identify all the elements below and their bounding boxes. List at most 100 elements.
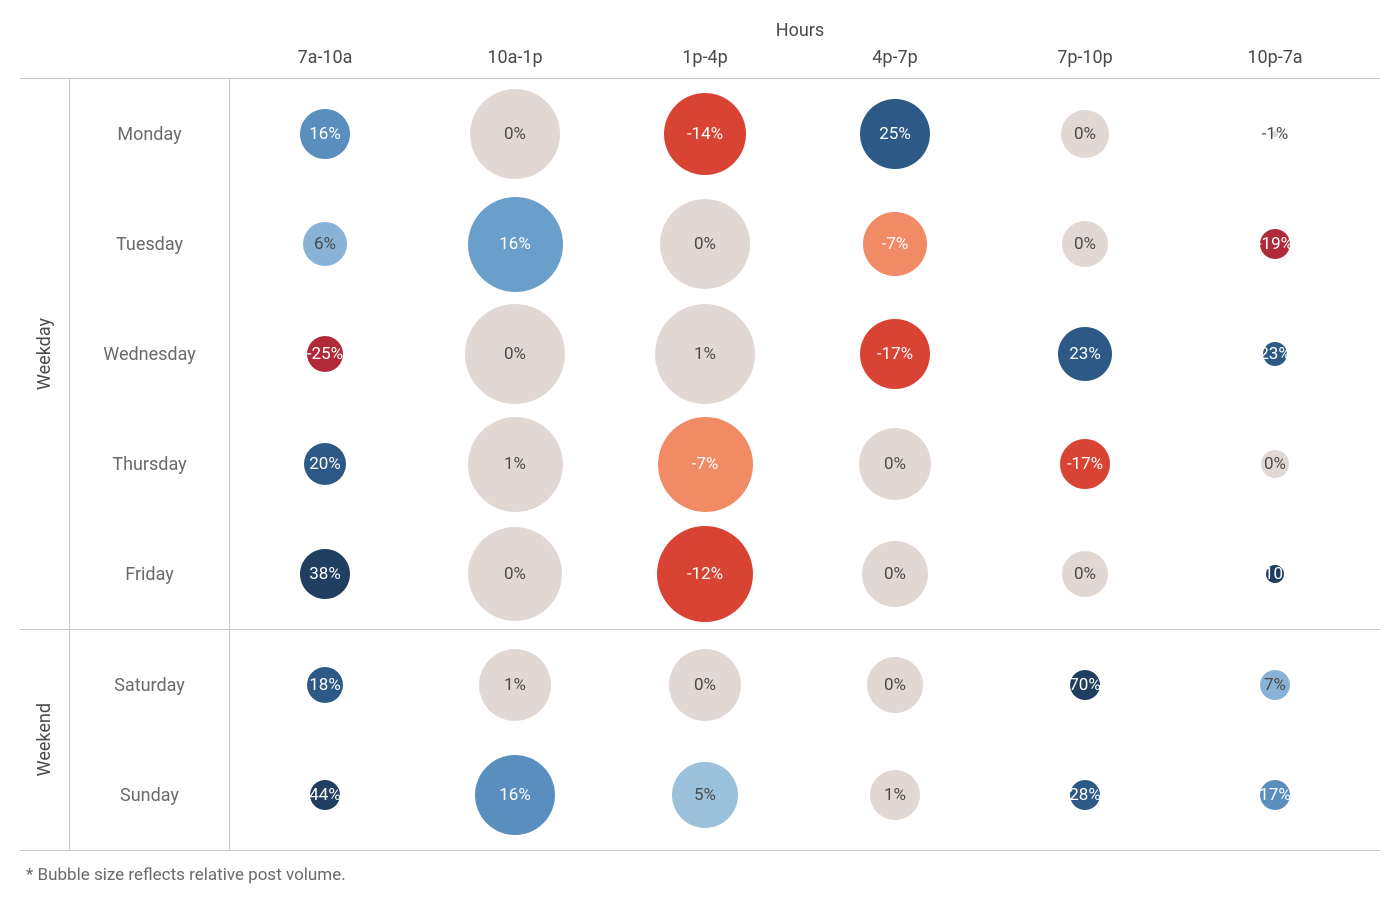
bubble-label: 0%: [504, 564, 526, 584]
bubble-label: 6%: [314, 234, 336, 254]
cell: 20%: [230, 409, 420, 519]
row-label: Thursday: [70, 409, 230, 519]
group-label: Weekday: [20, 79, 70, 629]
cell: 0%: [990, 79, 1180, 189]
cell: 1%: [420, 630, 610, 740]
cell: -17%: [800, 299, 990, 409]
cell: 0%: [800, 409, 990, 519]
col-header: 10a-1p: [420, 47, 610, 78]
bubble-label: 17%: [1259, 785, 1291, 805]
row-label: Saturday: [70, 630, 230, 740]
cell: -19%: [1180, 189, 1370, 299]
bubble-label: 16%: [499, 785, 531, 805]
cell: 16%: [420, 189, 610, 299]
cell: 0%: [800, 630, 990, 740]
cell: 0%: [800, 519, 990, 629]
cell: 1%: [610, 299, 800, 409]
bubble-label: 0%: [504, 124, 526, 144]
bubble-label: 7%: [1264, 675, 1286, 695]
bubble-label: 16%: [499, 234, 531, 254]
group-label-text: Weekend: [34, 703, 55, 776]
bubble-label: 0%: [884, 454, 906, 474]
cell: 16%: [420, 740, 610, 850]
bubble-label: -7%: [882, 234, 909, 254]
row-label: Wednesday: [70, 299, 230, 409]
cell: 210%: [1180, 519, 1370, 629]
bubble-matrix-chart: Hours 7a-10a 10a-1p 1p-4p 4p-7p 7p-10p 1…: [20, 20, 1380, 885]
bubble-label: -1%: [1262, 124, 1289, 144]
bubble-label: 20%: [309, 454, 341, 474]
cell: 1%: [420, 409, 610, 519]
cell: -17%: [990, 409, 1180, 519]
col-header: 1p-4p: [610, 47, 800, 78]
cell: -1%: [1180, 79, 1370, 189]
bubble-label: -7%: [692, 454, 719, 474]
row-label: Friday: [70, 519, 230, 629]
row-label: Tuesday: [70, 189, 230, 299]
bubble-label: 25%: [879, 124, 911, 144]
bubble-label: -14%: [687, 124, 723, 144]
cell: 44%: [230, 740, 420, 850]
cell: 0%: [610, 189, 800, 299]
bubble-label: 0%: [884, 675, 906, 695]
cell: -7%: [800, 189, 990, 299]
cell: 0%: [1180, 409, 1370, 519]
cell: 23%: [1180, 299, 1370, 409]
bubble-label: 1%: [504, 454, 526, 474]
cell: 0%: [990, 189, 1180, 299]
row-label: Monday: [70, 79, 230, 189]
bubble-label: 0%: [1074, 234, 1096, 254]
bubble-label: 0%: [884, 564, 906, 584]
cell: 18%: [230, 630, 420, 740]
cell: 0%: [990, 519, 1180, 629]
group-label-text: Weekday: [34, 318, 55, 390]
bubble-label: 0%: [1074, 124, 1096, 144]
cell: 0%: [420, 519, 610, 629]
bubble-label: 23%: [1069, 344, 1101, 364]
bubble-label: 18%: [309, 675, 341, 695]
bubble-label: 1%: [884, 785, 906, 805]
bubble-label: 0%: [1264, 454, 1286, 474]
bubble-label: 0%: [504, 344, 526, 364]
bubble-label: 0%: [1074, 564, 1096, 584]
bubble-label: 38%: [309, 564, 341, 584]
column-headers: Hours 7a-10a 10a-1p 1p-4p 4p-7p 7p-10p 1…: [20, 20, 1380, 78]
cell: -14%: [610, 79, 800, 189]
row-label: Sunday: [70, 740, 230, 850]
bubble-label: 1%: [694, 344, 716, 364]
cell: -7%: [610, 409, 800, 519]
col-header: 7a-10a: [230, 47, 420, 78]
cell: 0%: [420, 299, 610, 409]
cell: 23%: [990, 299, 1180, 409]
bubble-label: 210%: [1254, 564, 1295, 584]
cell: 1%: [800, 740, 990, 850]
cell: 5%: [610, 740, 800, 850]
cell: -25%: [230, 299, 420, 409]
hours-axis-title: Hours: [230, 20, 1370, 47]
cell: 70%: [990, 630, 1180, 740]
bubble-label: 0%: [694, 234, 716, 254]
footnote: * Bubble size reflects relative post vol…: [20, 851, 1380, 885]
group-label: Weekend: [20, 630, 70, 850]
bubble-label: 1%: [504, 675, 526, 695]
col-header: 4p-7p: [800, 47, 990, 78]
bubble-label: -17%: [1067, 454, 1103, 474]
bubble-label: -17%: [877, 344, 913, 364]
col-header: 10p-7a: [1180, 47, 1370, 78]
cell: 6%: [230, 189, 420, 299]
bubble-label: 23%: [1259, 344, 1291, 364]
bubble-label: 70%: [1069, 675, 1101, 695]
cell: 25%: [800, 79, 990, 189]
cell: 17%: [1180, 740, 1370, 850]
cell: 38%: [230, 519, 420, 629]
bubble-label: -25%: [307, 344, 343, 364]
bubble-label: 16%: [309, 124, 341, 144]
cell: 28%: [990, 740, 1180, 850]
cell: -12%: [610, 519, 800, 629]
bubble-label: 28%: [1069, 785, 1101, 805]
bubble-label: 44%: [309, 785, 341, 805]
group-weekday: Weekday Monday 16% 0% -14% 25% 0% -1% Tuesday 6% 1…: [20, 78, 1380, 629]
bubble-label: -19%: [1257, 234, 1293, 254]
cell: 0%: [420, 79, 610, 189]
bubble-label: 0%: [694, 675, 716, 695]
